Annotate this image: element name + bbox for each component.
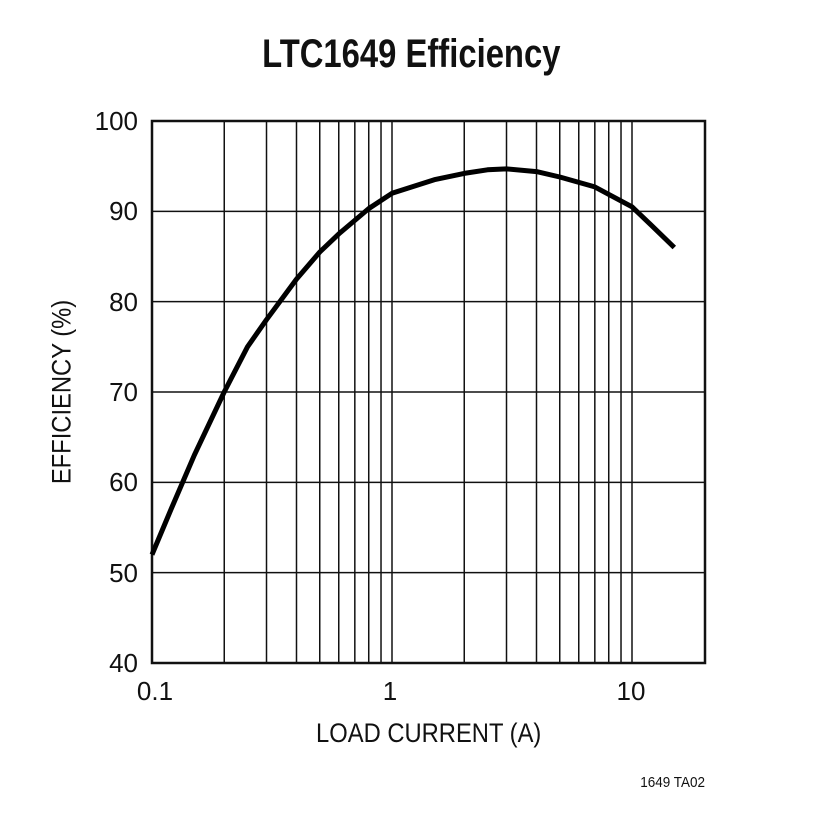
x-axis-label: LOAD CURRENT (A) [316,718,542,748]
y-tick-70: 70 [109,377,138,407]
grid-lines [152,121,705,663]
y-tick-100: 100 [95,106,138,136]
x-tick-0.1: 0.1 [137,676,173,706]
y-tick-40: 40 [109,648,138,678]
x-tick-1: 1 [383,676,397,706]
chart-title: LTC1649 Efficiency [262,32,561,76]
figure-code: 1649 TA02 [640,774,705,791]
y-axis-ticks: 100 90 80 70 60 50 40 [95,106,138,678]
y-tick-60: 60 [109,467,138,497]
y-tick-80: 80 [109,287,138,317]
y-axis-label: EFFICIENCY (%) [46,299,77,485]
plot-frame [150,119,707,665]
y-tick-90: 90 [109,196,138,226]
y-tick-50: 50 [109,558,138,588]
x-axis-ticks: 0.1 1 10 [137,676,646,706]
efficiency-curve [149,166,677,556]
x-tick-10: 10 [617,676,646,706]
